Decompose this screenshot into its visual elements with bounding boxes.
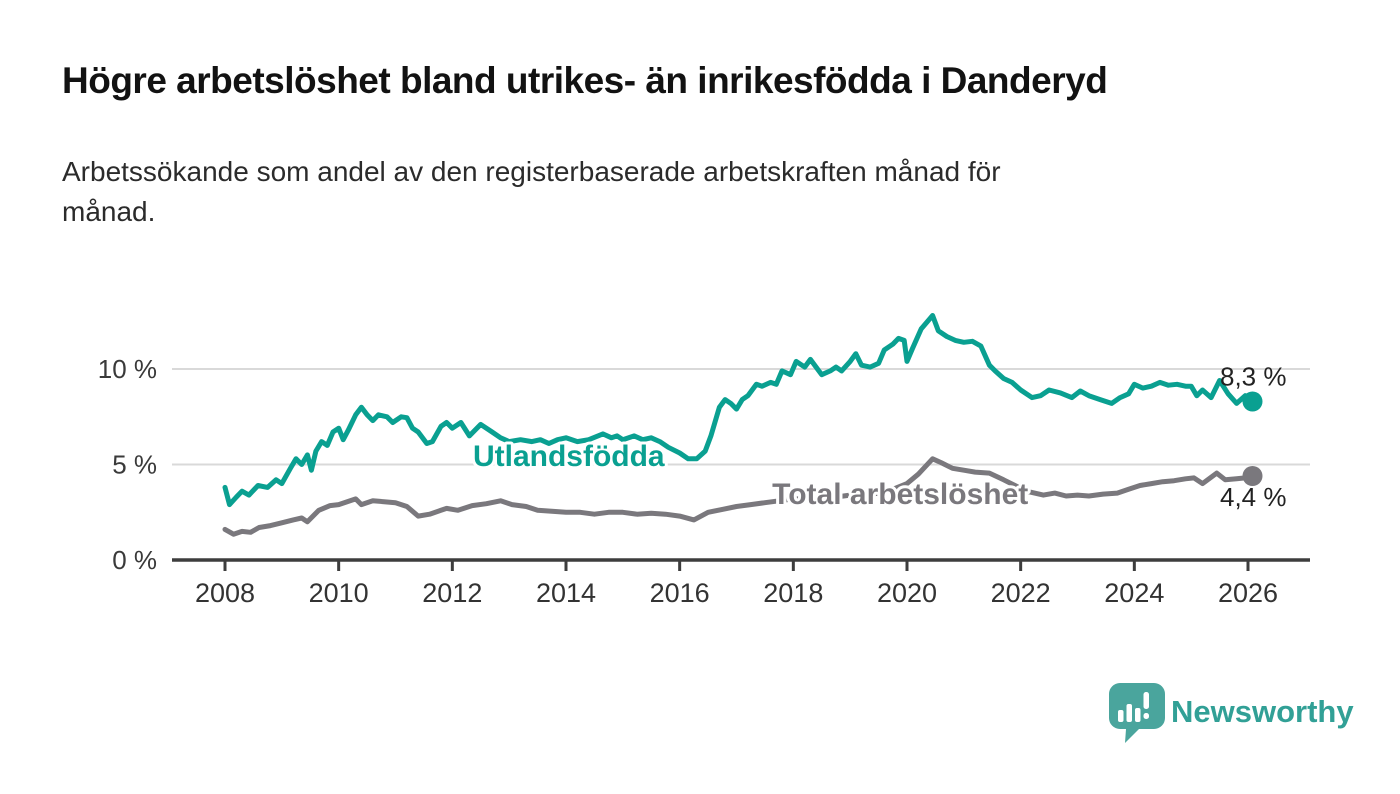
series-end-value-utlandsfodda: 8,3 % [1220, 362, 1287, 392]
page-title: Högre arbetslöshet bland utrikes- än inr… [62, 60, 1108, 101]
series-end-dot-utlandsfodda [1242, 391, 1263, 412]
series-label-utlandsfodda: Utlandsfödda [473, 440, 665, 473]
x-axis-label: 2016 [650, 578, 710, 608]
x-axis-label: 2026 [1218, 578, 1278, 608]
y-axis-label: 0 % [112, 545, 157, 575]
logo-text: Newsworthy [1171, 694, 1354, 729]
series-label-total: Total arbetslöshet [772, 478, 1028, 511]
x-axis-label: 2012 [422, 578, 482, 608]
page-subtitle: Arbetssökande som andel av den registerb… [62, 156, 1001, 227]
newsworthy-logo: Newsworthy [1109, 683, 1354, 743]
series-line-utlandsfodda [222, 313, 1255, 508]
x-axis-label: 2010 [309, 578, 369, 608]
x-axis-label: 2024 [1104, 578, 1164, 608]
y-axis-label: 10 % [98, 354, 157, 384]
x-axis-label: 2014 [536, 578, 596, 608]
x-axis-label: 2020 [877, 578, 937, 608]
x-axis-label: 2008 [195, 578, 255, 608]
series-end-dot-total [1242, 466, 1263, 486]
series-end-value-total: 4,4 % [1220, 482, 1287, 512]
series-line-total [222, 456, 1255, 537]
x-axis-label: 2018 [763, 578, 823, 608]
y-axis-label: 5 % [112, 450, 157, 480]
x-axis-label: 2022 [991, 578, 1051, 608]
speech-bubble-bar-chart-icon [1109, 683, 1165, 743]
